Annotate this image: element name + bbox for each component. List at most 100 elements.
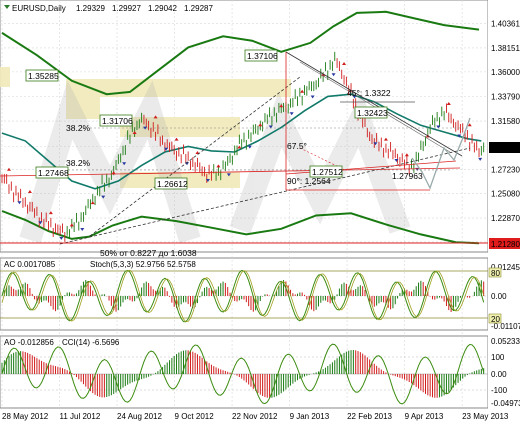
svg-text:80: 80 <box>491 269 500 278</box>
ac-label: AC 0.0017085 <box>4 260 56 269</box>
level-1.26612: 1.26612 <box>157 179 188 189</box>
time-tick: 9 Oct 2012 <box>175 412 215 421</box>
low-price-box <box>489 238 520 249</box>
fib-38-lower: 38.2% <box>66 158 91 168</box>
zone-upper <box>66 79 291 97</box>
ohlc-high: 1.29927 <box>112 4 141 13</box>
ao-panel <box>0 335 489 409</box>
ao-label: AO -0.012856 <box>4 338 54 347</box>
fractal-up <box>69 223 74 227</box>
level-1.37106: 1.37106 <box>247 51 278 61</box>
level-1.27963: 1.27963 <box>392 171 423 181</box>
fractal-up <box>446 102 451 106</box>
fractal-up <box>132 131 137 134</box>
level-1.27512: 1.27512 <box>312 167 343 177</box>
fractal-up <box>6 167 11 171</box>
level-1.35285: 1.35285 <box>28 71 59 81</box>
stoch-signal <box>1 269 485 323</box>
time-tick: 9 Apr 2013 <box>405 412 444 421</box>
time-tick: 9 Jan 2013 <box>290 412 330 421</box>
fractal-down <box>226 173 231 177</box>
price-tick: 1.22870 <box>491 214 520 223</box>
ohlc-open: 1.29329 <box>76 4 105 13</box>
ao-oscillator <box>0 343 488 405</box>
level-1.27468: 1.27468 <box>38 168 69 178</box>
time-tick: 22 Nov 2012 <box>232 412 278 421</box>
fractal-up <box>467 123 472 127</box>
fractal-up <box>404 153 409 157</box>
fractal-down <box>122 162 127 166</box>
ohlc-close: 1.29287 <box>184 4 213 13</box>
fractal-up <box>27 190 32 193</box>
lower-band <box>1 210 480 245</box>
price-tick: 1.27230 <box>491 166 520 175</box>
svg-text:0.00: 0.00 <box>491 370 507 379</box>
low-price-label: 1.21280 <box>491 240 520 249</box>
price-series <box>1 51 485 242</box>
ac-axis: 0.01245 0.00 -0.01107 80 20 <box>488 263 520 331</box>
fractal-down <box>268 125 273 129</box>
fractal-down <box>80 227 85 231</box>
fractal-up <box>258 123 263 127</box>
fractal-up <box>279 104 284 108</box>
fractal-down <box>289 112 294 116</box>
fractal-up <box>342 61 347 65</box>
price-axis: 1.40361 1.38151 1.36000 1.33790 1.31580 1.272… <box>491 19 520 223</box>
stoch-main <box>1 269 485 323</box>
chart-header: EURUSD,Daily 1.29329 1.29927 1.29042 1.2… <box>4 4 213 13</box>
price-tick: 1.40361 <box>491 19 520 28</box>
fractal-markers <box>6 61 483 240</box>
upper-band <box>1 10 480 96</box>
svg-text:0.01245: 0.01245 <box>491 263 520 272</box>
time-tick: 24 Aug 2012 <box>117 412 162 421</box>
fractal-down <box>38 221 43 225</box>
fractal-up <box>48 211 53 215</box>
time-axis: 28 May 2012 11 Jul 2012 24 Aug 2012 9 Oct 2… <box>2 412 509 421</box>
ohlc-low: 1.29042 <box>148 4 177 13</box>
ao-axis: 0.052335 100 0.00 -100 -0.04973 <box>491 337 520 408</box>
price-tick: 1.25080 <box>491 189 520 198</box>
fractal-up <box>383 137 388 141</box>
fib-50-label: 50% от 0.8227 до 1.6038 <box>100 248 197 258</box>
fractal-down <box>457 134 462 138</box>
angle-67-label: 67.5° <box>287 141 307 151</box>
fractal-down <box>164 147 169 151</box>
zone-upper-left <box>66 97 100 119</box>
time-tick: 28 May 2012 <box>2 412 49 421</box>
fractal-down <box>143 126 148 130</box>
level-1.31706: 1.31706 <box>102 116 133 126</box>
price-tick: 1.33790 <box>491 92 520 101</box>
svg-text:-0.04973: -0.04973 <box>491 399 520 408</box>
angle-45-label: 45°: 1.3322 <box>347 88 391 98</box>
current-price-box <box>489 142 520 153</box>
fractal-down <box>101 195 106 199</box>
fractal-up <box>216 164 221 168</box>
svg-text:0.052335: 0.052335 <box>491 337 520 346</box>
fractal-up <box>90 201 95 205</box>
cci-label: CCI(14) -6.5696 <box>62 338 120 347</box>
trendlines <box>0 51 488 245</box>
angle-90-label: 90°: 1.2564 <box>287 176 331 186</box>
fractal-down <box>394 158 399 162</box>
level-labels: 1.35285 1.31706 1.37106 1.32423 1.27468 … <box>25 49 423 258</box>
fractal-down <box>247 145 252 149</box>
fractal-up <box>237 145 242 149</box>
svg-text:-100: -100 <box>491 386 508 395</box>
fractal-down <box>478 157 483 161</box>
level-1.32423: 1.32423 <box>357 108 388 118</box>
current-price-label: 1.29287 <box>491 144 520 153</box>
fractal-down <box>310 95 315 99</box>
fractal-down <box>352 95 357 99</box>
svg-text:-0.01107: -0.01107 <box>491 322 520 331</box>
ac-oscillator <box>0 269 488 323</box>
fractal-up <box>153 115 158 119</box>
fractal-down <box>373 142 378 146</box>
fractal-down <box>205 178 210 182</box>
cci-line <box>1 343 485 405</box>
time-tick: 22 Feb 2013 <box>347 412 392 421</box>
ac-panel <box>0 257 489 331</box>
svg-text:20: 20 <box>491 315 500 324</box>
fractal-up <box>300 89 305 93</box>
fractal-down <box>17 201 22 205</box>
fractal-up <box>174 137 179 141</box>
